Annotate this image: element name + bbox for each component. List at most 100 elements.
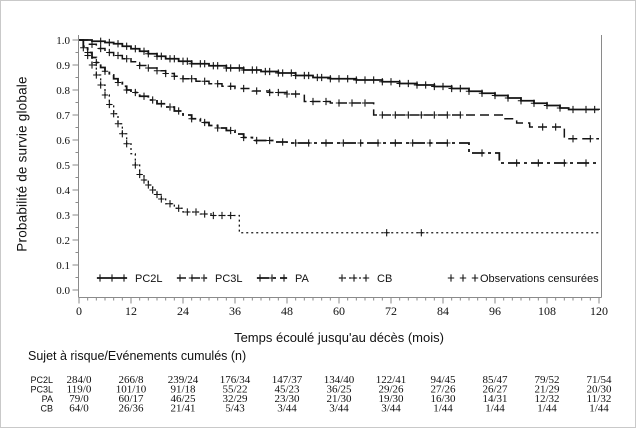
censor-mark <box>214 62 221 70</box>
risk-value: 60/17 <box>118 393 144 405</box>
censor-mark <box>279 138 286 146</box>
censor-mark <box>379 78 386 86</box>
censor-mark <box>114 78 122 87</box>
censor-mark <box>348 99 356 107</box>
legend-sample-marks <box>176 274 208 282</box>
censor-mark <box>149 96 156 104</box>
risk-value: 29/26 <box>378 384 404 396</box>
risk-value: 284/0 <box>66 374 92 386</box>
censor-mark <box>266 136 273 145</box>
x-tick-label: 36 <box>229 304 241 318</box>
y-tick-label: 0.0 <box>56 285 70 297</box>
risk-value: 20/30 <box>586 384 612 396</box>
censor-mark <box>136 61 143 70</box>
risk-value: 46/25 <box>170 393 196 405</box>
censor-mark <box>422 81 429 89</box>
risk-value: 26/27 <box>482 384 508 396</box>
risk-value: 21/29 <box>534 384 560 396</box>
censor-mark <box>370 76 377 84</box>
censor-mark <box>93 71 100 79</box>
censor-mark <box>288 69 295 77</box>
censor-mark <box>240 133 247 142</box>
risk-value: 27/26 <box>430 384 456 396</box>
censor-mark <box>292 90 299 98</box>
censor-mark <box>396 79 403 88</box>
censor-mark <box>582 105 590 114</box>
censor-mark <box>201 210 208 218</box>
censor-mark <box>405 79 412 88</box>
x-tick-label: 0 <box>76 304 82 318</box>
censor-mark <box>123 140 130 148</box>
censor-mark <box>236 64 243 72</box>
censor-mark <box>101 67 109 75</box>
censor-mark <box>444 111 451 119</box>
legend-label-pc2l: PC2L <box>135 273 163 285</box>
censor-mark <box>392 111 399 119</box>
censor-mark <box>153 67 161 75</box>
censor-mark <box>459 274 467 282</box>
x-tick-label: 120 <box>590 304 608 318</box>
censor-mark <box>88 40 96 48</box>
censor-mark <box>119 130 126 138</box>
risk-value: 64/0 <box>69 403 89 415</box>
censor-mark <box>145 181 152 189</box>
series-pc2l <box>79 37 600 114</box>
censor-mark <box>84 51 91 60</box>
censor-mark <box>132 161 139 169</box>
censor-mark <box>383 229 390 237</box>
censor-mark <box>210 211 217 220</box>
censor-mark <box>268 274 276 282</box>
legend-label-pa: PA <box>295 273 310 285</box>
censor-mark <box>350 274 358 282</box>
censor-mark <box>158 195 165 203</box>
series-pc3l <box>79 39 599 143</box>
risk-value: 1/44 <box>537 403 557 415</box>
y-tick-label: 0.6 <box>56 135 70 147</box>
risk-value: 45/23 <box>274 384 300 396</box>
series-pa <box>79 39 599 167</box>
y-tick-label: 0.8 <box>56 85 70 97</box>
censor-mark <box>97 81 104 89</box>
legend-sample-marks <box>338 274 370 282</box>
censor-mark <box>97 37 104 45</box>
censor-mark <box>322 97 330 106</box>
censor-mark <box>240 84 247 93</box>
censor-marks-cb <box>80 44 425 237</box>
censor-mark <box>353 76 360 84</box>
censor-mark <box>552 123 559 131</box>
censor-mark <box>530 99 538 107</box>
axes <box>72 35 602 304</box>
censor-mark <box>392 139 399 147</box>
risk-value: 3/44 <box>329 403 349 415</box>
censor-mark <box>335 99 343 107</box>
risk-value: 23/30 <box>274 393 300 405</box>
censor-mark <box>387 78 395 86</box>
y-axis-title: Probabilité de survie globale <box>14 76 30 252</box>
censor-mark <box>569 135 577 143</box>
censor-mark <box>140 92 148 100</box>
y-tick-label: 0.7 <box>56 110 70 122</box>
risk-value: 85/47 <box>482 374 508 386</box>
censor-mark <box>176 274 184 282</box>
censor-mark <box>491 91 499 100</box>
risk-value: 3/44 <box>277 403 297 415</box>
legend-sample-marks <box>256 274 288 282</box>
censor-mark <box>184 208 191 216</box>
legend: PC2L PC3L PA CB Observations censurées <box>96 273 599 285</box>
censor-mark <box>218 211 226 220</box>
censor-mark <box>361 99 369 107</box>
censor-mark <box>517 97 525 105</box>
censor-mark <box>413 81 421 89</box>
x-tick-label: 72 <box>385 304 397 318</box>
censor-mark <box>166 103 174 111</box>
tick-labels: 0.0 0.1 0.2 0.3 0.4 0.5 0.6 0.7 0.8 0.9 1.0 0 12 24 36… <box>56 35 608 318</box>
y-tick-label: 0.2 <box>56 235 70 247</box>
censor-mark <box>418 111 425 119</box>
censor-mark <box>253 136 260 145</box>
censor-mark <box>171 72 178 80</box>
censor-mark <box>114 51 122 60</box>
censor-mark <box>253 66 260 74</box>
censor-marks-pc3l <box>88 40 594 143</box>
censor-mark <box>114 120 122 128</box>
censor-mark <box>145 64 152 72</box>
